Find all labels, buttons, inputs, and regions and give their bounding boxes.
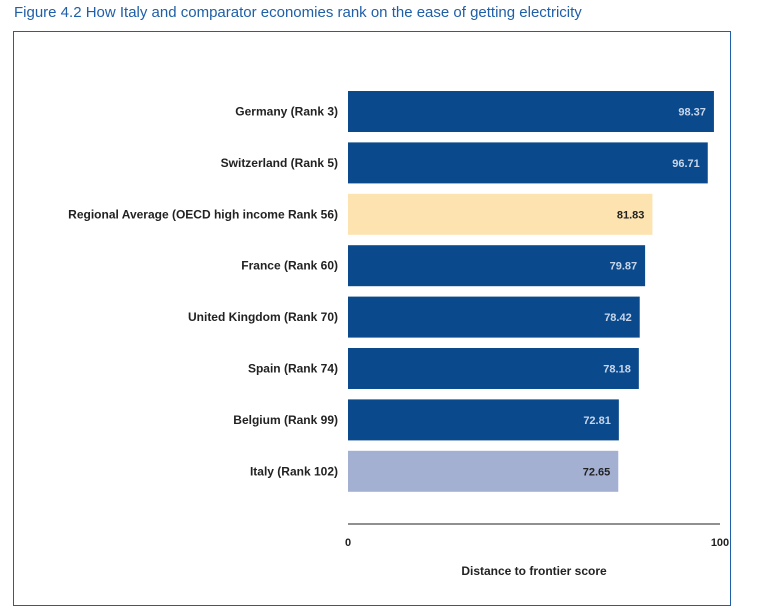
value-label-0: 98.37 bbox=[678, 107, 706, 119]
category-label-4: United Kingdom (Rank 70) bbox=[188, 310, 338, 324]
bar-4 bbox=[348, 296, 640, 338]
x-tick-label-0: 0 bbox=[345, 537, 351, 549]
x-tick-label-100: 100 bbox=[711, 537, 729, 549]
bars-group: Germany (Rank 3) 98.37 Switzerland (Rank 5… bbox=[68, 91, 714, 492]
category-label-5: Spain (Rank 74) bbox=[248, 362, 338, 376]
bar-7 bbox=[348, 450, 619, 492]
value-label-2: 81.83 bbox=[617, 209, 645, 221]
bar-0 bbox=[348, 91, 714, 132]
category-label-1: Switzerland (Rank 5) bbox=[221, 156, 338, 170]
figure-title: Figure 4.2 How Italy and comparator econ… bbox=[14, 4, 582, 21]
category-label-7: Italy (Rank 102) bbox=[250, 464, 338, 478]
bar-2 bbox=[348, 193, 653, 235]
bar-5 bbox=[348, 348, 639, 389]
value-label-4: 78.42 bbox=[604, 312, 632, 324]
bar-3 bbox=[348, 245, 646, 287]
category-label-3: France (Rank 60) bbox=[241, 259, 338, 273]
value-label-3: 79.87 bbox=[610, 261, 638, 273]
value-label-7: 72.65 bbox=[583, 466, 611, 478]
category-label-6: Belgium (Rank 99) bbox=[233, 413, 338, 427]
bar-6 bbox=[348, 399, 619, 441]
category-label-0: Germany (Rank 3) bbox=[235, 105, 338, 119]
category-label-2: Regional Average (OECD high income Rank … bbox=[68, 207, 338, 221]
bar-1 bbox=[348, 142, 708, 184]
value-label-6: 72.81 bbox=[583, 415, 611, 427]
x-axis-title: Distance to frontier score bbox=[461, 564, 607, 578]
value-label-5: 78.18 bbox=[603, 364, 631, 376]
value-label-1: 96.71 bbox=[672, 158, 700, 170]
